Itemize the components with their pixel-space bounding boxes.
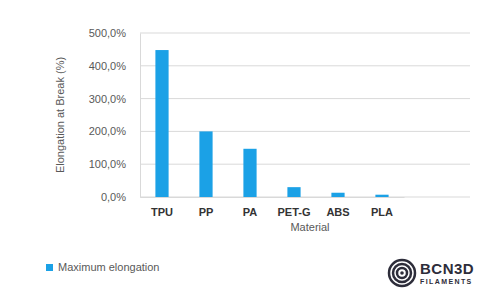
legend-label: Maximum elongation (58, 261, 160, 273)
y-tick: 100,0% (89, 158, 140, 170)
bar (331, 193, 344, 197)
y-tick-label: 200,0% (89, 125, 127, 137)
x-axis-line (141, 197, 405, 198)
x-tick: ABS (326, 197, 349, 218)
y-axis-line (140, 34, 141, 198)
y-tick-label: 0,0% (101, 191, 126, 203)
logo-ring (389, 260, 415, 286)
x-tick: TPU (151, 197, 173, 218)
y-axis: 0,0% 100,0% 200,0% 300,0% 400,0% 500,0% (89, 27, 141, 203)
x-tick-label: TPU (151, 206, 173, 218)
y-tick-label: 300,0% (89, 93, 127, 105)
grid-line (140, 197, 470, 198)
x-axis: TPU PP PA PET-G ABS PLA (141, 197, 405, 218)
x-axis-title: Material (290, 221, 329, 233)
x-tick: PET-G (277, 197, 310, 218)
y-tick: 0,0% (101, 191, 140, 203)
logo-dot (400, 271, 404, 275)
logo-ring (393, 264, 411, 282)
x-tick: PLA (371, 197, 393, 218)
logo: BCN3DFILAMENTS (389, 260, 474, 286)
bar (375, 195, 388, 197)
x-tick-label: PET-G (277, 206, 310, 218)
bar (243, 149, 256, 197)
y-tick: 300,0% (89, 93, 140, 105)
bar (287, 187, 300, 197)
bar (155, 50, 168, 197)
x-tick: PA (243, 197, 258, 218)
grid-line (140, 131, 470, 132)
grid-line (140, 33, 470, 34)
x-tick-label: PP (199, 206, 214, 218)
logo-ring (397, 268, 407, 278)
x-tick-label: PLA (371, 206, 393, 218)
y-tick: 200,0% (89, 125, 140, 137)
y-tick-label: 500,0% (89, 27, 127, 39)
chart: 0,0% 100,0% 200,0% 300,0% 400,0% 500,0% TPU PP P… (0, 0, 500, 300)
y-tick-label: 100,0% (89, 158, 127, 170)
grid-line (140, 164, 470, 165)
grid-line (140, 98, 470, 99)
logo-text: FILAMENTS (420, 278, 473, 285)
y-axis-title: Elongation at Break (%) (54, 57, 66, 173)
y-tick: 500,0% (89, 27, 140, 39)
grid-line (140, 65, 470, 66)
x-tick: PP (199, 197, 214, 218)
x-tick-label: ABS (326, 206, 349, 218)
grid (140, 33, 470, 197)
x-tick-label: PA (243, 206, 258, 218)
legend-swatch (46, 264, 53, 271)
y-tick: 400,0% (89, 60, 140, 72)
legend: Maximum elongation (46, 261, 160, 273)
y-tick-label: 400,0% (89, 60, 127, 72)
bar (199, 131, 212, 197)
bars (155, 50, 388, 197)
logo-text: BCN3D (420, 260, 474, 277)
